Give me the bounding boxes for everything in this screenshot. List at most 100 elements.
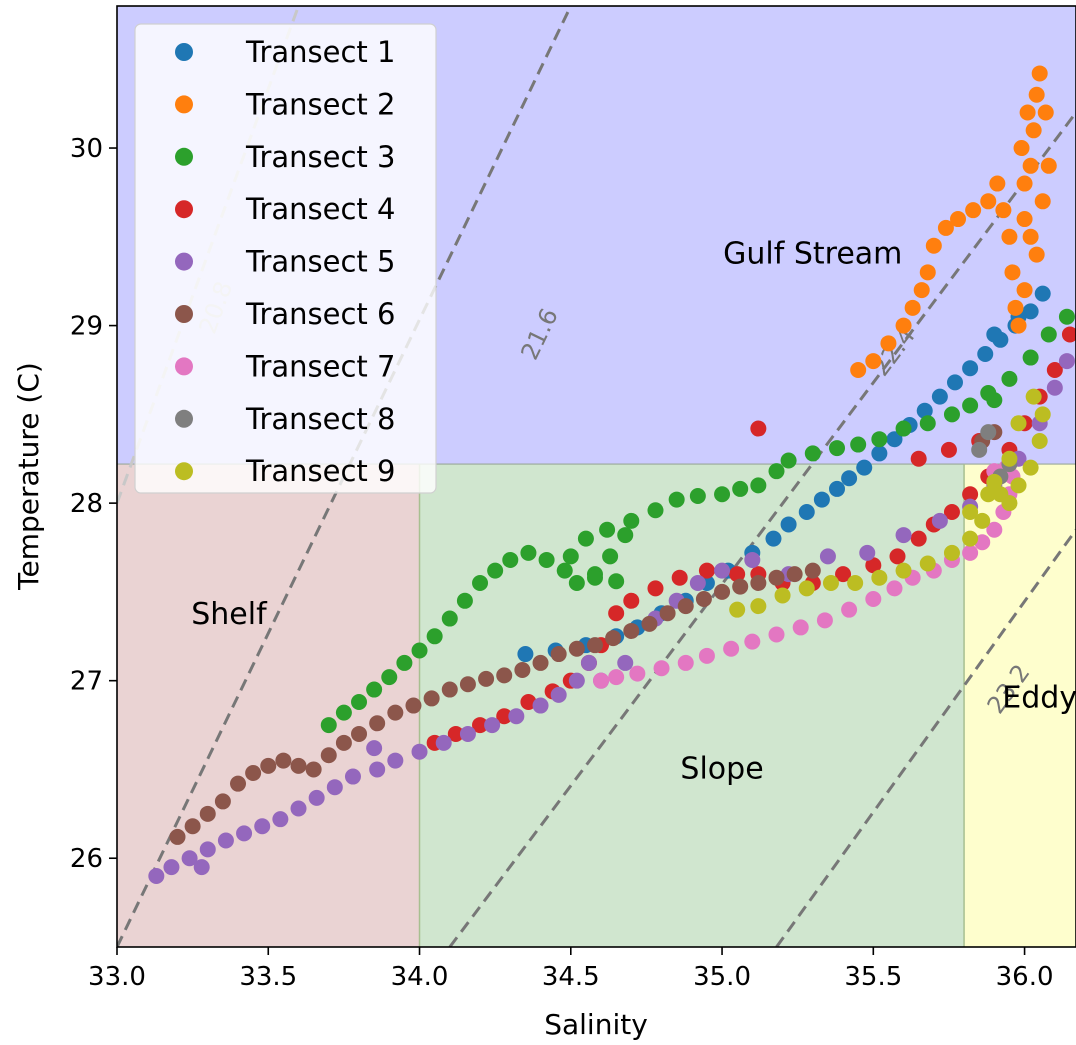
data-point (320, 717, 337, 734)
data-point (750, 598, 767, 615)
data-point (847, 575, 864, 592)
data-point (744, 551, 761, 568)
data-point (508, 708, 525, 725)
data-point (919, 264, 936, 281)
legend-label: Transect 3 (245, 140, 395, 174)
data-point (320, 747, 337, 764)
data-point (568, 672, 585, 689)
data-point (366, 740, 383, 757)
data-point (859, 544, 876, 561)
data-point (1001, 495, 1018, 512)
data-point (1022, 303, 1039, 320)
data-point (568, 575, 585, 592)
data-point (641, 615, 658, 632)
data-point (871, 431, 888, 448)
data-point (411, 642, 428, 659)
data-point (816, 612, 833, 629)
data-point (689, 575, 706, 592)
data-point (617, 654, 634, 671)
data-point (1010, 477, 1027, 494)
region-label-eddy: Eddy (1002, 680, 1076, 715)
data-point (1004, 264, 1021, 281)
data-point (308, 789, 325, 806)
data-point (369, 715, 386, 732)
data-point (659, 605, 676, 622)
legend-marker (175, 95, 193, 114)
data-point (608, 669, 625, 686)
data-point (163, 859, 180, 876)
data-point (435, 734, 452, 751)
y-tick-label: 27 (70, 667, 103, 697)
data-point (396, 654, 413, 671)
data-point (602, 548, 619, 565)
data-point (986, 521, 1003, 538)
data-point (1034, 285, 1051, 302)
data-point (305, 761, 322, 778)
region-labels: Gulf Stream Shelf Slope Eddy (191, 236, 1076, 786)
data-point (275, 752, 292, 769)
data-point (1028, 86, 1045, 103)
legend-marker (175, 305, 193, 323)
data-point (1016, 211, 1033, 228)
x-tick-label: 35.0 (693, 962, 751, 992)
data-point (459, 725, 476, 742)
data-point (344, 768, 361, 785)
data-point (290, 757, 307, 774)
region-label-slope: Slope (680, 751, 763, 786)
data-point (1046, 379, 1063, 396)
data-point (520, 544, 537, 561)
legend-item-transect-9: Transect 9 (175, 454, 395, 488)
data-point (441, 681, 458, 698)
data-point (850, 361, 867, 378)
data-point (1010, 317, 1027, 334)
legend-label: Transect 2 (245, 87, 395, 121)
data-point (199, 841, 216, 858)
data-point (829, 480, 846, 497)
data-point (411, 743, 428, 760)
data-point (822, 575, 839, 592)
data-point (1040, 326, 1057, 343)
data-point (1022, 228, 1039, 245)
data-point (971, 441, 988, 458)
data-point (910, 450, 927, 467)
data-point (1058, 353, 1075, 370)
x-tick-label: 33.0 (88, 962, 146, 992)
data-point (865, 353, 882, 370)
series-transect-3 (320, 308, 1075, 734)
data-point (623, 512, 640, 529)
data-point (423, 690, 440, 707)
data-point (962, 397, 979, 414)
data-point (1013, 140, 1030, 157)
x-tick-label: 33.5 (239, 962, 297, 992)
data-point (895, 527, 912, 544)
y-axis-ticks: 26 27 28 29 30 (70, 134, 117, 874)
data-point (904, 299, 921, 316)
data-point (943, 504, 960, 521)
data-point (732, 578, 749, 595)
data-point (974, 534, 991, 551)
legend-marker (175, 43, 193, 61)
legend-label: Transect 6 (245, 297, 395, 331)
data-point (1046, 361, 1063, 378)
data-point (405, 697, 422, 714)
data-point (369, 761, 386, 778)
data-point (236, 825, 253, 842)
data-point (496, 708, 513, 725)
data-point (1058, 308, 1075, 325)
data-point (1001, 450, 1018, 467)
data-point (798, 580, 815, 597)
legend-marker (175, 357, 193, 376)
data-point (148, 867, 165, 884)
data-point (550, 646, 567, 663)
legend-marker (175, 462, 193, 481)
legend-item-transect-8: Transect 8 (175, 402, 395, 436)
data-point (804, 445, 821, 462)
data-point (668, 491, 685, 508)
data-point (617, 527, 634, 544)
data-point (1022, 459, 1039, 476)
data-point (484, 717, 501, 734)
data-point (272, 811, 289, 828)
data-point (889, 548, 906, 565)
data-point (326, 779, 343, 796)
data-point (538, 551, 555, 568)
